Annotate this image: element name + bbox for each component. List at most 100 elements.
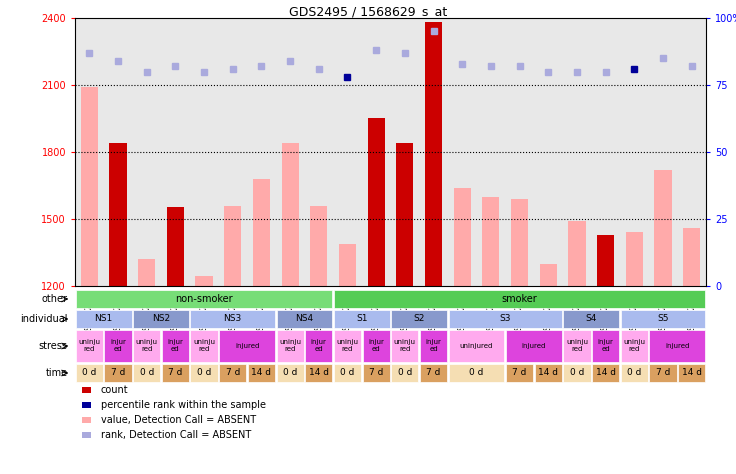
Text: time: time xyxy=(46,368,68,378)
Bar xyxy=(597,235,615,286)
Text: 14 d: 14 d xyxy=(252,368,272,377)
Bar xyxy=(334,290,705,309)
Bar xyxy=(678,364,705,383)
Bar xyxy=(539,264,557,286)
Bar xyxy=(563,330,590,362)
Text: NS4: NS4 xyxy=(295,315,314,323)
Text: 0 d: 0 d xyxy=(570,368,584,377)
Text: 7 d: 7 d xyxy=(426,368,441,377)
Text: uninju
red: uninju red xyxy=(135,339,158,353)
Text: S3: S3 xyxy=(500,315,511,323)
Bar xyxy=(138,259,155,286)
Bar xyxy=(105,364,132,383)
Bar xyxy=(511,199,528,286)
Bar xyxy=(196,276,213,286)
Text: value, Detection Call = ABSENT: value, Detection Call = ABSENT xyxy=(101,415,256,425)
Bar xyxy=(248,364,275,383)
Bar xyxy=(649,330,705,362)
Bar xyxy=(76,290,333,309)
Text: uninju
red: uninju red xyxy=(566,339,588,353)
Bar xyxy=(167,207,184,286)
Bar xyxy=(305,330,333,362)
Bar xyxy=(620,364,648,383)
Bar xyxy=(363,364,390,383)
Bar xyxy=(620,330,648,362)
Text: uninjured: uninjured xyxy=(460,343,493,349)
Text: 0 d: 0 d xyxy=(197,368,211,377)
Text: injur
ed: injur ed xyxy=(368,339,384,353)
Text: uninju
red: uninju red xyxy=(279,339,301,353)
Text: uninju
red: uninju red xyxy=(623,339,645,353)
Bar xyxy=(219,364,247,383)
Text: count: count xyxy=(101,385,128,395)
Text: injur
ed: injur ed xyxy=(311,339,327,353)
Bar xyxy=(305,364,333,383)
Bar xyxy=(224,206,241,286)
Bar xyxy=(334,310,390,328)
Bar xyxy=(277,310,333,328)
Bar xyxy=(654,170,671,286)
Bar xyxy=(81,87,98,286)
Bar xyxy=(363,330,390,362)
Bar xyxy=(281,143,299,286)
Bar xyxy=(563,364,590,383)
Bar xyxy=(506,364,533,383)
Text: 14 d: 14 d xyxy=(309,368,329,377)
Bar xyxy=(563,310,619,328)
Bar xyxy=(683,228,700,286)
Bar xyxy=(392,364,419,383)
Text: NS2: NS2 xyxy=(152,315,170,323)
Bar xyxy=(420,330,447,362)
Text: 0 d: 0 d xyxy=(340,368,355,377)
Text: uninju
red: uninju red xyxy=(193,339,215,353)
Text: injur
ed: injur ed xyxy=(598,339,614,353)
Bar xyxy=(392,330,419,362)
Bar xyxy=(592,330,619,362)
Bar xyxy=(219,330,275,362)
Bar xyxy=(76,364,103,383)
Text: non-smoker: non-smoker xyxy=(175,294,233,304)
Bar xyxy=(534,364,562,383)
Bar xyxy=(133,330,160,362)
Bar xyxy=(191,330,218,362)
Bar xyxy=(449,364,504,383)
Bar xyxy=(334,364,361,383)
Bar xyxy=(626,232,643,286)
Text: NS1: NS1 xyxy=(94,315,113,323)
Bar xyxy=(133,310,189,328)
Bar xyxy=(367,118,385,286)
Text: injur
ed: injur ed xyxy=(425,339,442,353)
Text: individual: individual xyxy=(20,314,68,324)
Text: S1: S1 xyxy=(356,315,367,323)
Bar xyxy=(592,364,619,383)
Text: smoker: smoker xyxy=(502,294,537,304)
Text: injured: injured xyxy=(522,343,546,349)
Bar xyxy=(425,22,442,286)
Text: 0 d: 0 d xyxy=(470,368,484,377)
Text: 0 d: 0 d xyxy=(283,368,297,377)
Bar xyxy=(82,417,91,423)
Text: injured: injured xyxy=(235,343,259,349)
Bar xyxy=(310,206,328,286)
Bar xyxy=(482,197,500,286)
Bar xyxy=(277,364,304,383)
Text: uninju
red: uninju red xyxy=(336,339,358,353)
Bar xyxy=(453,188,471,286)
Bar xyxy=(133,364,160,383)
Text: S5: S5 xyxy=(657,315,669,323)
Text: 0 d: 0 d xyxy=(140,368,154,377)
Bar xyxy=(449,310,562,328)
Bar xyxy=(191,364,218,383)
Bar xyxy=(620,310,705,328)
Bar xyxy=(420,364,447,383)
Bar xyxy=(162,330,189,362)
Text: percentile rank within the sample: percentile rank within the sample xyxy=(101,400,266,410)
Text: 0 d: 0 d xyxy=(397,368,412,377)
Bar xyxy=(568,221,586,286)
Bar xyxy=(82,432,91,438)
Bar xyxy=(76,310,132,328)
Bar xyxy=(82,402,91,408)
Bar xyxy=(449,330,504,362)
Text: injured: injured xyxy=(665,343,690,349)
Text: other: other xyxy=(42,294,68,304)
